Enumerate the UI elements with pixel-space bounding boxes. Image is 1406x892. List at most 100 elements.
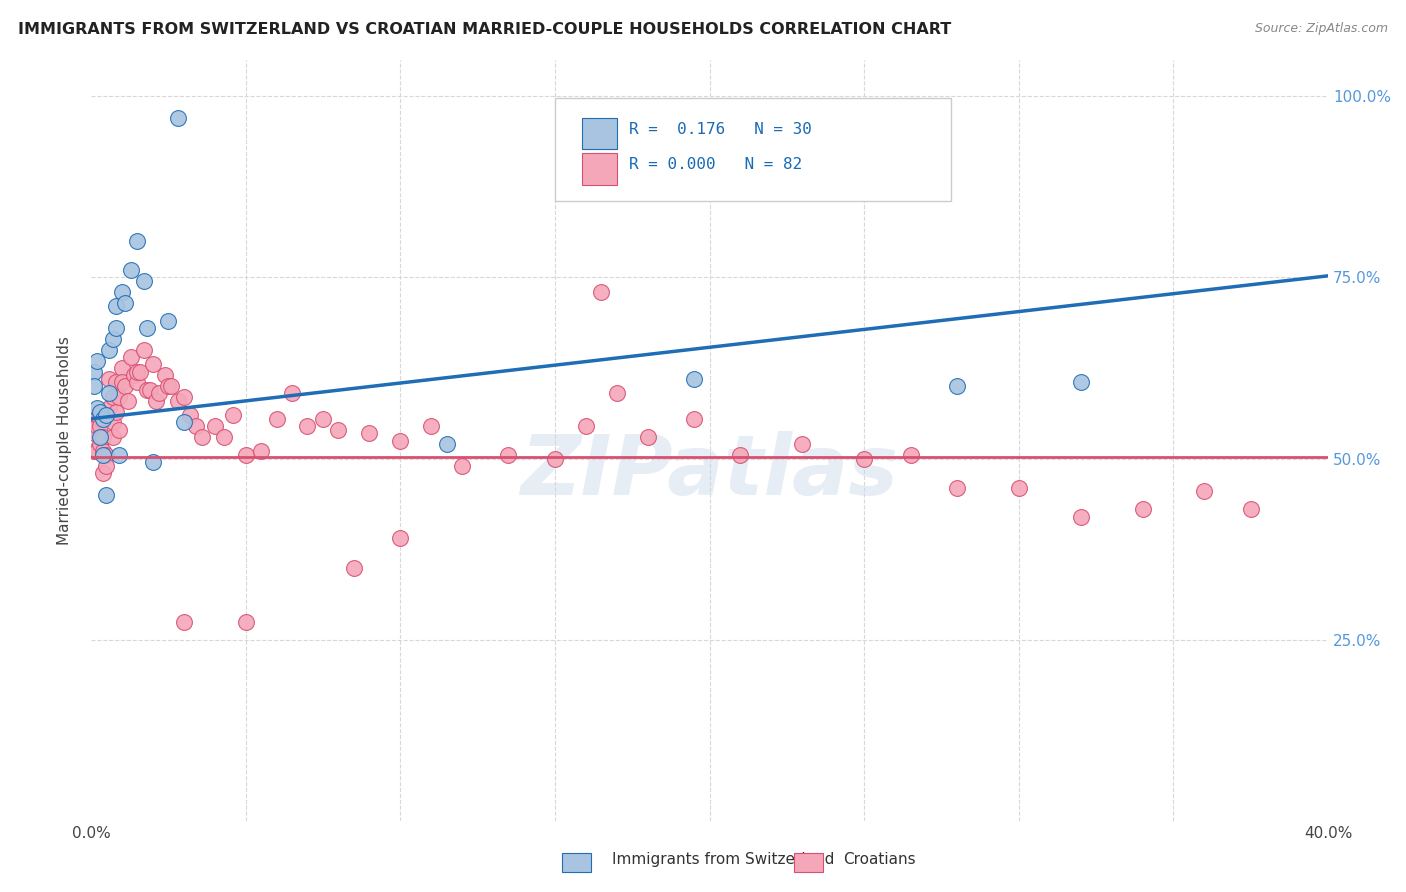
Point [132,343,155,357]
Point [606,386,628,401]
Point [173,390,195,404]
Point [96,448,118,462]
Point [138,383,160,397]
Point [730,448,752,462]
Point [114,295,136,310]
Point [83,365,105,379]
Point [107,423,129,437]
Point [101,332,124,346]
Point [96,408,118,422]
Point [101,390,124,404]
Point [575,419,598,434]
Point [86,408,108,422]
Point [1070,509,1092,524]
Point [83,379,105,393]
Point [191,430,214,444]
Point [451,458,474,473]
Point [1240,502,1263,516]
Point [160,379,183,393]
Point [179,408,201,422]
Point [127,365,149,379]
Point [166,111,188,125]
Point [86,401,108,415]
Point [1008,481,1031,495]
Text: R =  0.176   N = 30: R = 0.176 N = 30 [628,122,813,137]
FancyBboxPatch shape [582,118,617,150]
Point [120,263,142,277]
Point [86,419,108,434]
Point [900,448,922,462]
Point [111,361,134,376]
Point [98,386,121,401]
Point [91,466,114,480]
Point [91,444,114,458]
Point [86,444,108,458]
Text: Croatians: Croatians [844,852,917,867]
Point [343,560,366,574]
Point [91,430,114,444]
Point [98,343,121,357]
Text: ZIPatlas: ZIPatlas [520,431,898,511]
Point [135,383,157,397]
Text: IMMIGRANTS FROM SWITZERLAND VS CROATIAN MARRIED-COUPLE HOUSEHOLDS CORRELATION CH: IMMIGRANTS FROM SWITZERLAND VS CROATIAN … [18,22,952,37]
Point [127,234,149,248]
Text: R = 0.000   N = 82: R = 0.000 N = 82 [628,157,803,172]
Point [89,411,111,425]
Point [86,353,108,368]
Point [104,404,127,418]
Point [389,434,412,448]
FancyBboxPatch shape [582,153,617,186]
Point [235,615,257,629]
Point [89,419,111,434]
Point [104,299,127,313]
Point [946,481,969,495]
Point [683,372,706,386]
Point [89,404,111,418]
Point [96,408,118,422]
Point [135,321,157,335]
Point [1070,376,1092,390]
Point [157,314,180,328]
Point [250,444,273,458]
Point [389,532,412,546]
Point [235,448,257,462]
Point [107,390,129,404]
Point [83,426,105,441]
Point [157,379,180,393]
Point [281,386,304,401]
Point [946,379,969,393]
Point [129,365,152,379]
Point [101,430,124,444]
Point [792,437,814,451]
Point [89,437,111,451]
Point [173,615,195,629]
Point [132,274,155,288]
Point [637,430,659,444]
Point [498,448,520,462]
Point [104,376,127,390]
Point [166,393,188,408]
Text: Source: ZipAtlas.com: Source: ZipAtlas.com [1254,22,1388,36]
Point [204,419,226,434]
FancyBboxPatch shape [555,98,950,201]
Point [222,408,245,422]
Point [114,379,136,393]
Point [96,488,118,502]
Point [436,437,458,451]
Point [359,426,381,441]
Point [212,430,235,444]
Point [312,411,335,425]
Point [120,350,142,364]
Point [153,368,176,383]
Point [266,411,288,425]
Point [127,376,149,390]
Point [142,455,165,469]
Point [122,368,145,383]
Point [148,386,170,401]
Point [420,419,443,434]
Text: Immigrants from Switzerland: Immigrants from Switzerland [612,852,834,867]
Point [544,451,567,466]
Point [83,444,105,458]
Point [591,285,613,299]
Point [91,411,114,425]
